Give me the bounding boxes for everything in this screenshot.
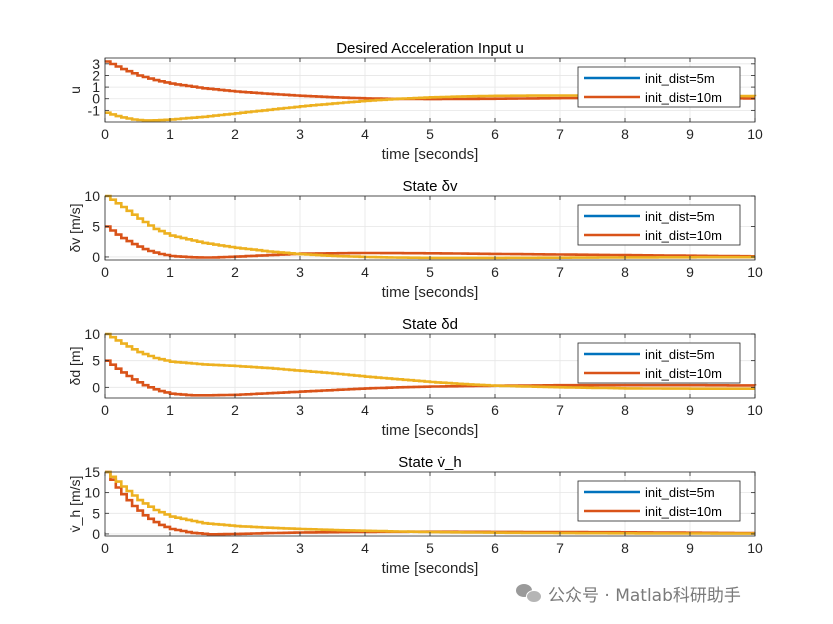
x-tick-label: 4	[361, 126, 369, 142]
watermark-text: 公众号 · Matlab科研助手	[548, 585, 741, 606]
x-tick-label: 9	[686, 264, 694, 280]
legend-box	[577, 342, 741, 384]
x-tick-label: 3	[296, 264, 304, 280]
x-tick-label: 7	[556, 540, 564, 556]
legend-label-2: init_dist=10m	[645, 228, 722, 243]
x-tick-label: 10	[747, 540, 763, 556]
legend-box	[577, 204, 741, 246]
chart-title: Desired Acceleration Input u	[336, 40, 524, 57]
x-axis-label: time [seconds]	[382, 284, 479, 301]
y-tick-label: 5	[92, 218, 100, 234]
x-tick-label: 9	[686, 402, 694, 418]
x-tick-label: 1	[166, 264, 174, 280]
chart-title: State δd	[402, 316, 458, 333]
legend-box	[577, 66, 741, 108]
chart-2: 0 1 2 3 4 5 6 7 8 9 10 10 5 0 State δv time [seconds] δv…	[67, 178, 763, 301]
x-tick-label: 5	[426, 126, 434, 142]
y-tick-label: 5	[92, 353, 100, 369]
y-tick-label: 0	[92, 91, 100, 107]
x-axis-label: time [seconds]	[382, 560, 479, 577]
y-axis-label: δv [m/s]	[67, 203, 83, 252]
legend-label-1: init_dist=5m	[645, 209, 715, 224]
x-tick-label: 2	[231, 540, 239, 556]
x-tick-label: 7	[556, 126, 564, 142]
legend-box	[577, 480, 741, 522]
x-tick-label: 4	[361, 264, 369, 280]
series-line-2	[105, 194, 755, 260]
y-tick-label: 10	[84, 188, 100, 204]
x-tick-label: 7	[556, 264, 564, 280]
x-tick-label: 1	[166, 402, 174, 418]
chart-title: State v̇_h	[398, 454, 461, 471]
series-line-1	[105, 225, 755, 259]
x-tick-label: 6	[491, 402, 499, 418]
chart-3: 0 1 2 3 4 5 6 7 8 9 10 10 5 0 State δd time [seconds] δd…	[67, 316, 763, 439]
x-tick-label: 6	[491, 126, 499, 142]
y-tick-label: 15	[84, 464, 100, 480]
x-tick-label: 5	[426, 540, 434, 556]
legend-label-2: init_dist=10m	[645, 90, 722, 105]
x-tick-label: 6	[491, 540, 499, 556]
y-axis-label: δd [m]	[67, 347, 83, 386]
y-tick-label: 3	[92, 56, 100, 72]
x-tick-label: 3	[296, 126, 304, 142]
x-axis-label: time [seconds]	[382, 146, 479, 163]
x-tick-label: 8	[621, 264, 629, 280]
x-tick-label: 0	[101, 126, 109, 142]
chart-title: State δv	[402, 178, 458, 195]
legend-label-2: init_dist=10m	[645, 366, 722, 381]
x-tick-label: 0	[101, 402, 109, 418]
x-tick-label: 3	[296, 540, 304, 556]
x-tick-label: 10	[747, 402, 763, 418]
x-tick-label: 2	[231, 264, 239, 280]
x-tick-label: 6	[491, 264, 499, 280]
series-line-2	[105, 332, 755, 390]
x-tick-label: 9	[686, 126, 694, 142]
y-tick-label: 0	[92, 379, 100, 395]
y-tick-label: 10	[84, 485, 100, 501]
series-line-1	[105, 359, 757, 397]
y-tick-label: 0	[92, 526, 100, 542]
x-tick-label: 4	[361, 402, 369, 418]
legend-label-1: init_dist=5m	[645, 485, 715, 500]
x-tick-label: 0	[101, 264, 109, 280]
y-tick-label: 10	[84, 326, 100, 342]
y-axis-label: u	[67, 86, 83, 94]
x-tick-label: 3	[296, 402, 304, 418]
x-tick-label: 1	[166, 126, 174, 142]
y-tick-label: 1	[92, 79, 100, 95]
x-tick-label: 10	[747, 126, 763, 142]
legend-label-1: init_dist=5m	[645, 347, 715, 362]
y-tick-label: -1	[88, 102, 101, 118]
watermark: 公众号 · Matlab科研助手	[516, 578, 816, 608]
x-tick-label: 2	[231, 402, 239, 418]
legend-label-1: init_dist=5m	[645, 71, 715, 86]
x-tick-label: 5	[426, 402, 434, 418]
y-axis-label: v̇_h [m/s]	[67, 476, 83, 533]
x-tick-label: 8	[621, 402, 629, 418]
x-tick-label: 5	[426, 264, 434, 280]
wechat-icon	[516, 582, 542, 604]
y-tick-label: 5	[92, 505, 100, 521]
x-tick-label: 8	[621, 126, 629, 142]
x-tick-label: 1	[166, 540, 174, 556]
x-tick-label: 0	[101, 540, 109, 556]
x-tick-label: 9	[686, 540, 694, 556]
x-tick-label: 7	[556, 402, 564, 418]
x-tick-label: 4	[361, 540, 369, 556]
x-tick-label: 2	[231, 126, 239, 142]
y-tick-label: 0	[92, 249, 100, 265]
y-tick-label: 2	[92, 67, 100, 83]
x-tick-label: 10	[747, 264, 763, 280]
series-line-2	[105, 470, 755, 535]
x-tick-label: 8	[621, 540, 629, 556]
legend-label-2: init_dist=10m	[645, 504, 722, 519]
x-axis-label: time [seconds]	[382, 422, 479, 439]
